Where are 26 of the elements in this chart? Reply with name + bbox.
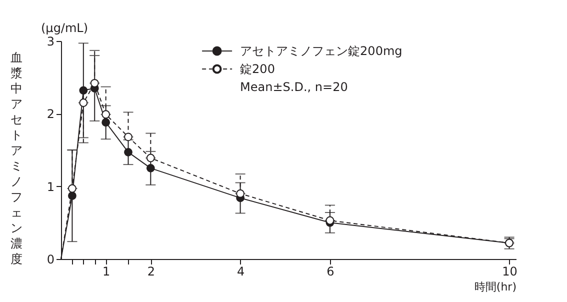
y-tick-label: 3 (46, 34, 54, 48)
legend-label: 錠200 (240, 62, 275, 76)
text: (μg/mL) (41, 21, 88, 35)
y-tick-label: 2 (46, 107, 54, 122)
point (79, 98, 88, 107)
x-tick-label: 10 (502, 264, 518, 278)
point (102, 110, 110, 119)
point (79, 86, 88, 95)
point (146, 164, 155, 172)
point (102, 118, 110, 127)
x-tick-label: 4 (236, 264, 245, 278)
point (146, 154, 155, 162)
point (90, 78, 99, 88)
legend-label: アセトアミノフェン錠200mg (240, 44, 402, 58)
point (236, 189, 245, 198)
point (124, 132, 132, 142)
x-tick-label: 2 (147, 264, 155, 278)
point (68, 184, 76, 193)
annotation: Mean±S.D., n=20 (240, 80, 348, 94)
y-tick-label: 0 (46, 252, 54, 266)
x-tick-label: 6 (326, 264, 334, 278)
point (124, 148, 132, 156)
x-axis-title: 時間(hr) (474, 280, 516, 294)
x-tick-label: 1 (102, 264, 110, 278)
y-tick-label: 1 (46, 180, 54, 194)
text: 血漿中アセトアミノフェン濃度 (10, 50, 22, 266)
